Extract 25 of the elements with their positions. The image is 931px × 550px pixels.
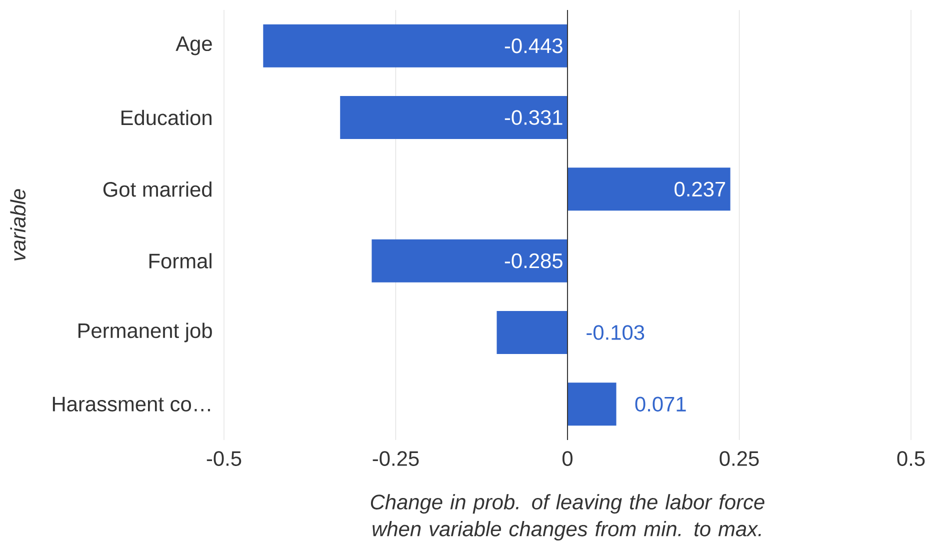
bar: [340, 96, 568, 139]
y-axis-title: variable: [10, 189, 26, 260]
x-tick-label: 0: [562, 451, 572, 466]
y-tick-label: Got married: [103, 181, 212, 197]
x-tick-label: 0.25: [720, 451, 759, 466]
data-label: -0.285: [504, 253, 562, 268]
data-label: 0.071: [635, 396, 686, 412]
bar: [263, 24, 568, 68]
data-label: 0.237: [674, 182, 726, 197]
bar: [372, 239, 568, 282]
bar: [568, 382, 616, 426]
x-tick-label: -0.5: [206, 451, 242, 466]
data-label: -0.331: [504, 110, 562, 125]
y-tick-label: Permanent job: [78, 322, 212, 342]
bar: [568, 168, 730, 211]
y-tick-label: Age: [176, 36, 212, 56]
y-tick-label: Formal: [149, 253, 212, 269]
y-tick-label: Education: [122, 110, 212, 126]
x-tick-label: -0.25: [372, 451, 419, 466]
y-tick-label: Harassment co…: [52, 396, 210, 412]
bar: [496, 310, 568, 354]
data-label: -0.443: [504, 38, 562, 54]
data-label: -0.103: [586, 325, 644, 340]
x-tick-label: 0.5: [897, 451, 925, 466]
x-axis-title: Change in prob. of leaving the labor force when variable changes from min. to max.: [370, 494, 764, 541]
